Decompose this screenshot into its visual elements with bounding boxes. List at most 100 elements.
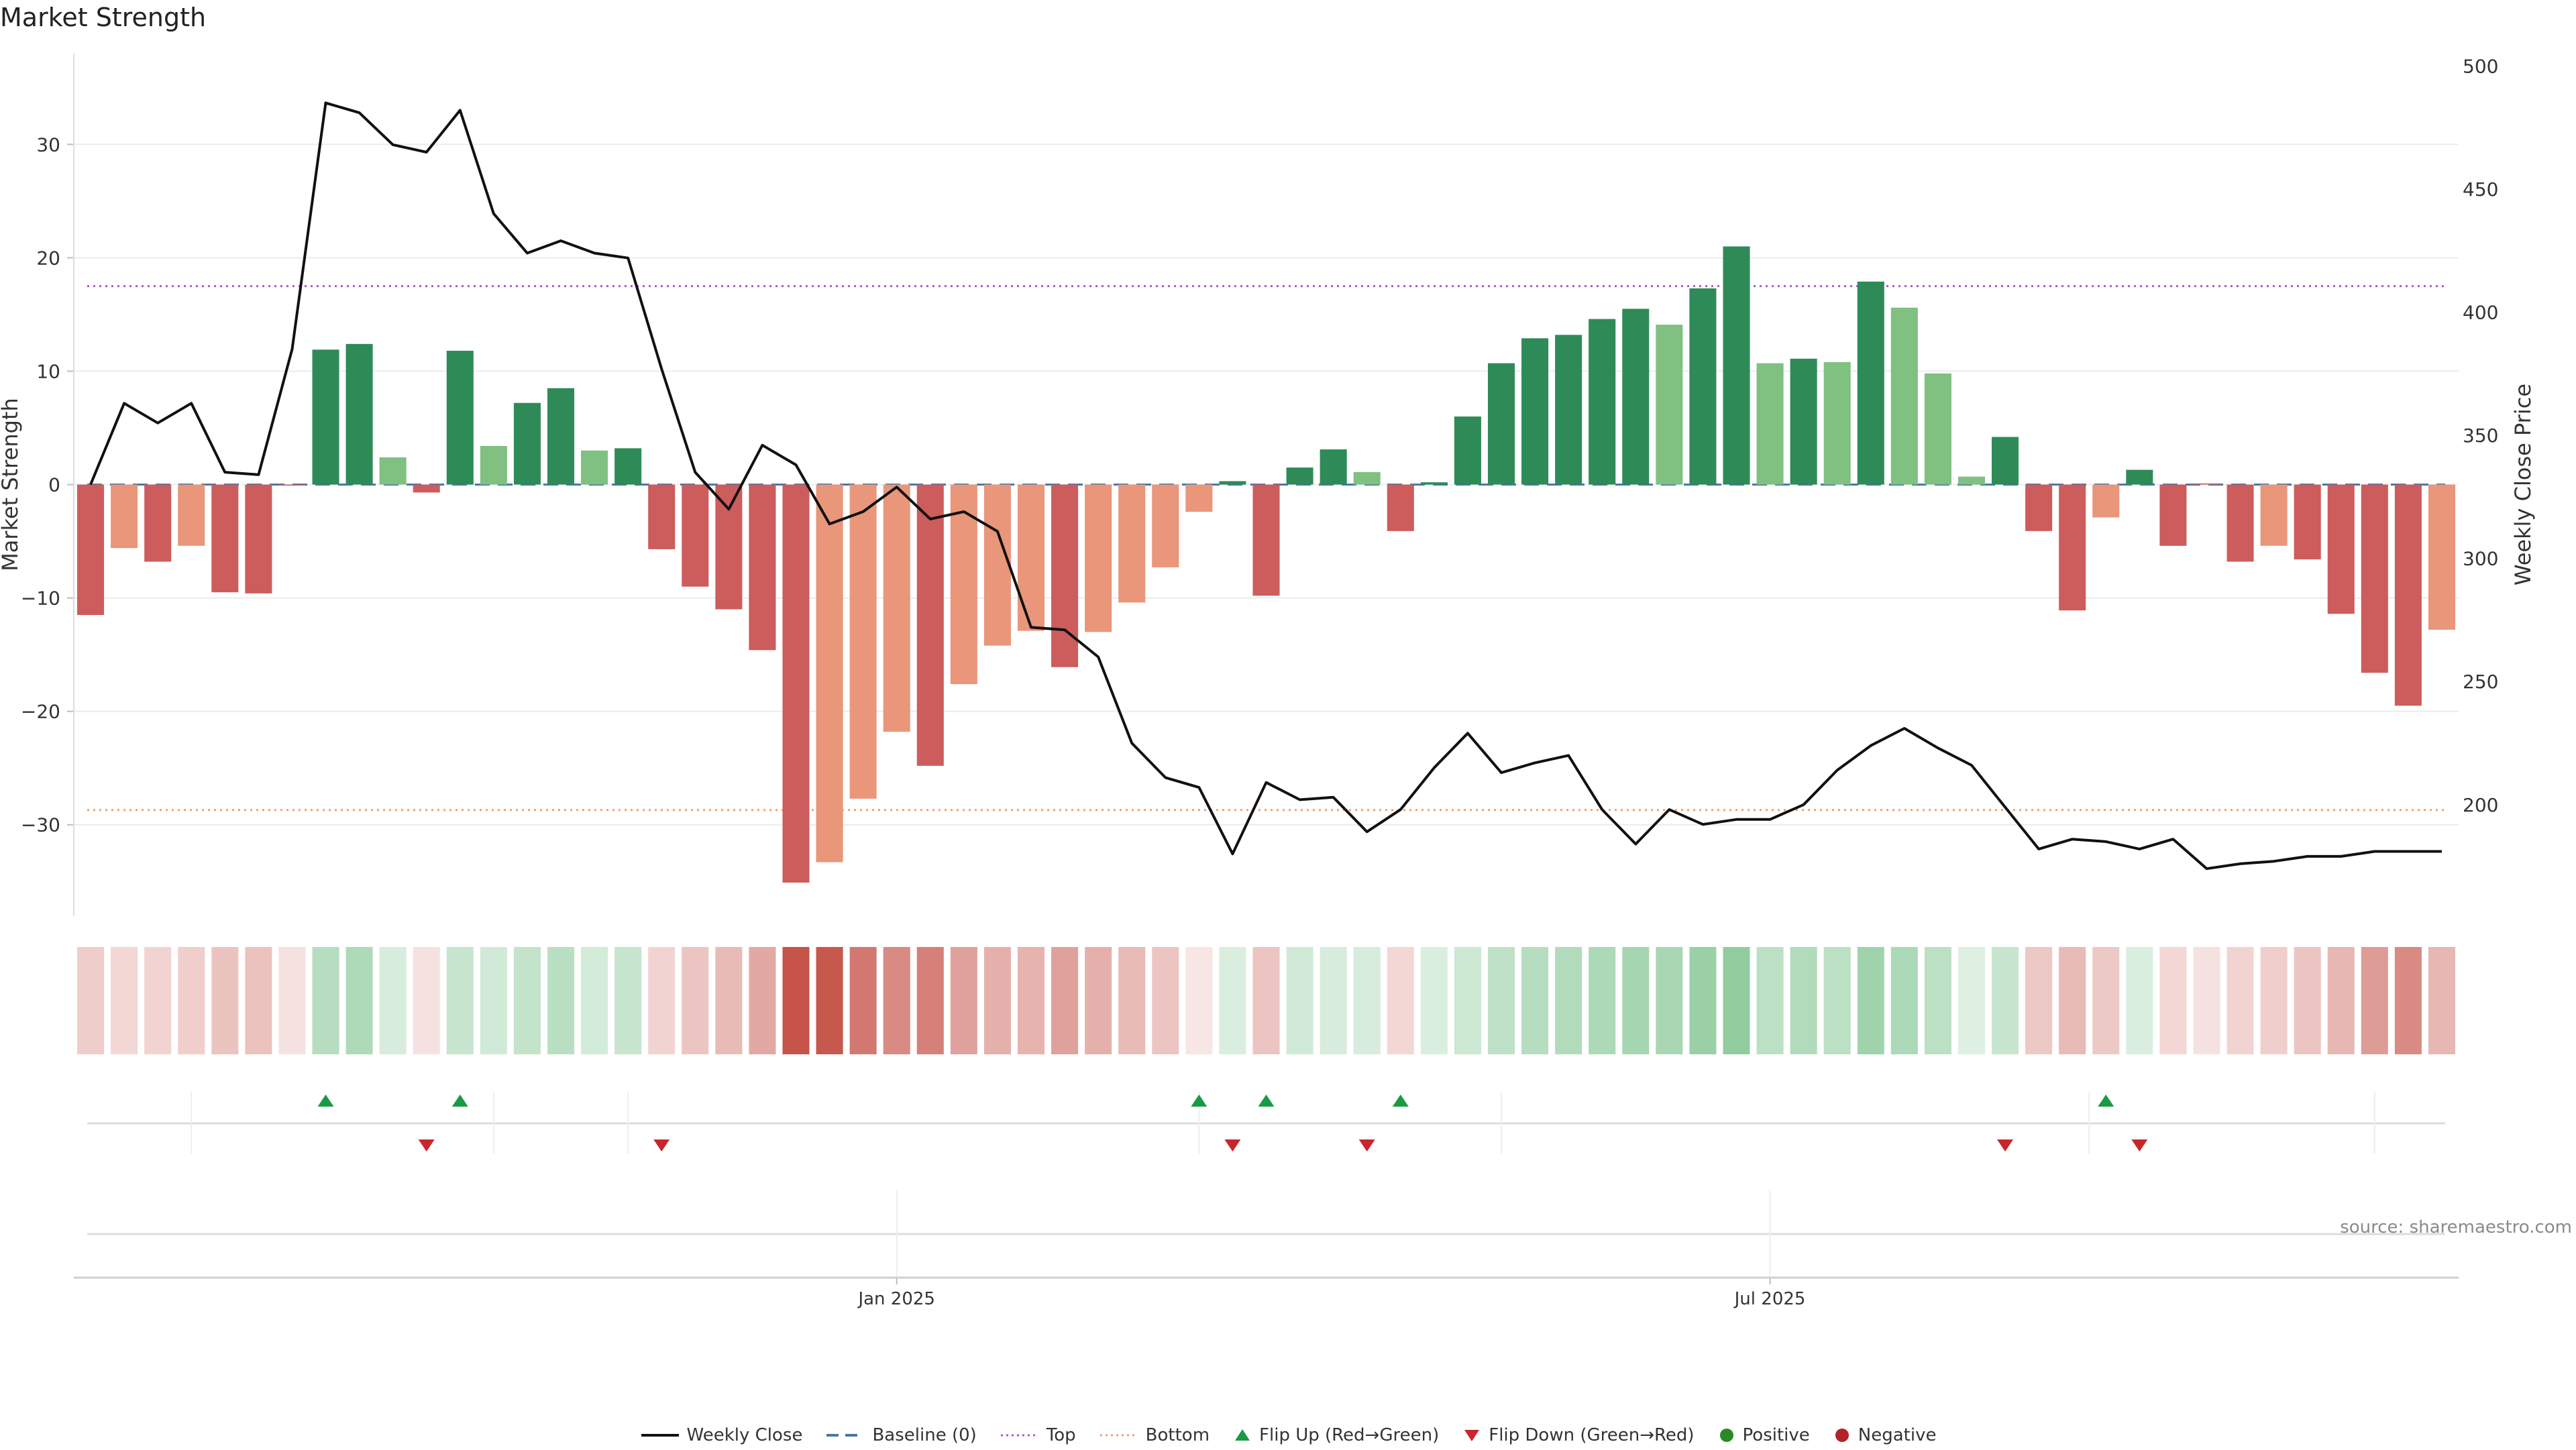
heat-cell bbox=[1387, 947, 1414, 1054]
legend-label: Negative bbox=[1858, 1425, 1937, 1445]
heat-cell bbox=[682, 947, 709, 1054]
heat-cell bbox=[749, 947, 776, 1054]
strength-bar bbox=[581, 450, 608, 485]
strength-bar bbox=[2260, 484, 2288, 546]
heat-cell bbox=[1420, 947, 1448, 1054]
flip-up-marker bbox=[1392, 1095, 1409, 1107]
reference-lines bbox=[87, 285, 2445, 812]
strength-bar bbox=[1790, 358, 1817, 485]
legend-symbol bbox=[641, 1434, 679, 1437]
heat-cell bbox=[1454, 947, 1481, 1054]
heat-cell bbox=[1790, 947, 1817, 1054]
bottom-panel: Jan 2025 Jul 2025 bbox=[74, 1190, 2459, 1309]
flip-up-marker bbox=[1191, 1095, 1208, 1107]
y-tick-label: −20 bbox=[21, 701, 60, 723]
strength-bar bbox=[245, 484, 272, 594]
strength-bar bbox=[2327, 484, 2355, 614]
strength-bar bbox=[782, 484, 810, 883]
weekly-close-line bbox=[89, 101, 2442, 871]
heat-cell bbox=[278, 947, 306, 1054]
heat-cell bbox=[2159, 947, 2187, 1054]
heat-cell bbox=[446, 947, 474, 1054]
strength-bar bbox=[1487, 363, 1515, 485]
heat-cell bbox=[211, 947, 239, 1054]
heat-cell bbox=[144, 947, 172, 1054]
strength-bar bbox=[2126, 469, 2153, 485]
legend-item-top: Top bbox=[1000, 1425, 1076, 1445]
y2-tick-label: 300 bbox=[2463, 548, 2498, 570]
heat-cell bbox=[2394, 947, 2422, 1054]
flip-down-marker bbox=[1997, 1139, 2014, 1152]
strength-bar bbox=[1320, 449, 1347, 485]
strength-bar bbox=[983, 484, 1011, 646]
heat-cell bbox=[1756, 947, 1784, 1054]
heat-cell bbox=[1017, 947, 1045, 1054]
heat-cell bbox=[345, 947, 373, 1054]
strength-bar bbox=[1957, 476, 1986, 485]
heat-cell bbox=[312, 947, 339, 1054]
heat-cell bbox=[2226, 947, 2254, 1054]
heat-cell bbox=[77, 947, 105, 1054]
heat-cell bbox=[2059, 947, 2086, 1054]
heat-strip bbox=[77, 947, 2455, 1054]
strength-bar bbox=[1823, 361, 1851, 485]
flip-up-marker bbox=[2098, 1095, 2114, 1107]
legend-item-flip_up: Flip Up (Red→Green) bbox=[1232, 1425, 1439, 1445]
strength-bar bbox=[883, 484, 910, 732]
legend-symbol bbox=[1835, 1429, 1849, 1442]
strength-bar bbox=[1286, 467, 1313, 485]
axes: −30 −20 −10 0 10 20 30 200 250 300 350 400 450 500 bbox=[21, 54, 2498, 915]
strength-bar bbox=[2092, 484, 2120, 518]
flip-up-marker bbox=[451, 1095, 468, 1107]
heat-cell bbox=[1924, 947, 1951, 1054]
strength-bar bbox=[2361, 484, 2388, 673]
strength-bar bbox=[345, 343, 373, 485]
flip-down-marker bbox=[653, 1139, 670, 1152]
heat-cell bbox=[245, 947, 272, 1054]
legend-item-positive: Positive bbox=[1717, 1425, 1810, 1445]
strength-bar bbox=[1353, 471, 1381, 485]
y2-tick-label: 400 bbox=[2463, 302, 2498, 324]
x-tick-label: Jan 2025 bbox=[857, 1289, 935, 1309]
heat-cell bbox=[178, 947, 205, 1054]
flip-markers bbox=[87, 1092, 2445, 1154]
flip-up-marker bbox=[317, 1095, 334, 1107]
strength-bar bbox=[1756, 363, 1784, 485]
heat-cell bbox=[1353, 947, 1381, 1054]
strength-bar bbox=[749, 484, 776, 651]
heat-cell bbox=[1252, 947, 1280, 1054]
strength-bar bbox=[849, 484, 877, 799]
legend-symbol bbox=[1235, 1429, 1250, 1441]
strength-bar bbox=[1924, 373, 1951, 485]
legend-symbol bbox=[1719, 1429, 1733, 1442]
strength-bar bbox=[1857, 281, 1884, 485]
y2-tick-label: 450 bbox=[2463, 178, 2498, 201]
strength-bar bbox=[2226, 484, 2254, 562]
strength-bar bbox=[1085, 484, 1112, 632]
strength-bar bbox=[648, 484, 676, 549]
heat-cell bbox=[883, 947, 910, 1054]
flip-down-marker bbox=[1224, 1139, 1241, 1152]
legend-label: Flip Up (Red→Green) bbox=[1259, 1425, 1440, 1445]
strength-bar bbox=[715, 484, 743, 610]
legend-dot bbox=[1835, 1429, 1849, 1442]
heat-cell bbox=[1957, 947, 1986, 1054]
legend-label: Positive bbox=[1742, 1425, 1810, 1445]
strength-bar bbox=[1219, 481, 1246, 485]
legend-label: Bottom bbox=[1145, 1425, 1210, 1445]
strength-bar bbox=[1555, 335, 1582, 485]
heat-cell bbox=[547, 947, 575, 1054]
axis-labels: Market Strength Weekly Close Price bbox=[0, 384, 2536, 585]
heat-cell bbox=[1487, 947, 1515, 1054]
heat-cell bbox=[2327, 947, 2355, 1054]
strength-bar bbox=[480, 446, 507, 485]
y-tick-label: 30 bbox=[36, 133, 60, 156]
strength-bar bbox=[1387, 484, 1414, 531]
legend-label: Flip Down (Green→Red) bbox=[1489, 1425, 1695, 1445]
legend-triangle bbox=[1464, 1430, 1480, 1441]
heat-cell bbox=[581, 947, 608, 1054]
heat-cell bbox=[2361, 947, 2388, 1054]
strength-bar bbox=[77, 484, 105, 615]
strength-bar bbox=[1992, 437, 2019, 485]
